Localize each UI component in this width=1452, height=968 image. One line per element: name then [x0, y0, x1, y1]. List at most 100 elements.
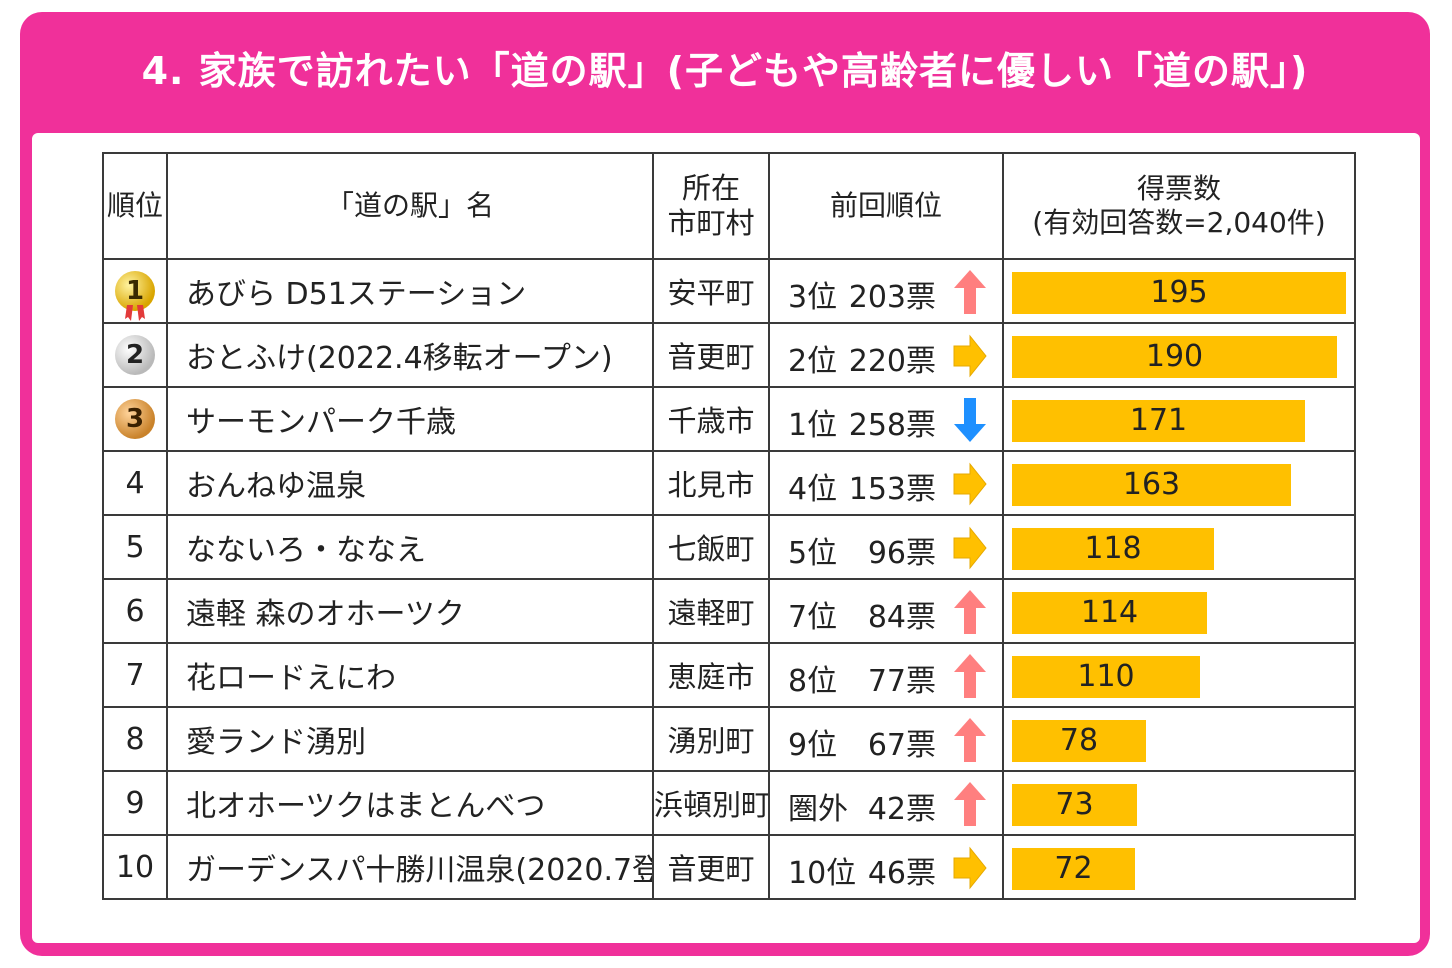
previous-votes: 42票	[867, 792, 936, 827]
header-rank: 順位	[102, 152, 168, 260]
bar-wrap: 118	[1004, 516, 1354, 578]
rank-number: 2	[125, 340, 145, 370]
vote-bar	[1012, 656, 1200, 698]
station-name: 花ロードえにわ	[166, 642, 654, 708]
bar-wrap: 73	[1004, 772, 1354, 834]
previous-rank: 圏外	[788, 792, 848, 827]
table-row: 1 あびら D51ステーション 安平町 3位 203票 195	[102, 258, 1356, 324]
vote-value-label: 171	[1129, 403, 1188, 438]
bar-wrap: 171	[1004, 388, 1354, 450]
previous-rank: 8位	[788, 664, 838, 699]
rank-cell: 8	[102, 706, 168, 772]
header-name: 「道の駅」名	[166, 152, 654, 260]
municipality: 恵庭市	[652, 642, 770, 708]
previous-cell: 5位 96票	[768, 514, 1004, 580]
table-row: 10 ガーデンスパ十勝川温泉(2020.7登録) 音更町 10位 46票 72	[102, 834, 1356, 900]
previous-votes: 258票	[848, 408, 936, 443]
previous-rank: 1位	[788, 408, 838, 443]
header-votes-line1: 得票数	[1136, 172, 1221, 206]
previous-rank: 5位	[788, 536, 838, 571]
previous-cell: 圏外 42票	[768, 770, 1004, 836]
ranking-table: 順位 「道の駅」名 所在 市町村 前回順位 得票数 (有効回答数=2,040件)…	[102, 152, 1356, 900]
rank-cell: 7	[102, 642, 168, 708]
gold-medal-icon: 1	[115, 271, 155, 321]
previous-wrap: 4位 153票	[770, 452, 1002, 514]
previous-rank: 10位	[788, 856, 857, 891]
previous-cell: 8位 77票	[768, 642, 1004, 708]
previous-cell: 9位 67票	[768, 706, 1004, 772]
station-name: あびら D51ステーション	[166, 258, 654, 324]
station-name: 遠軽 森のオホーツク	[166, 578, 654, 644]
municipality: 七飯町	[652, 514, 770, 580]
previous-wrap: 2位 220票	[770, 324, 1002, 386]
vote-bar	[1012, 336, 1337, 378]
previous-cell: 4位 153票	[768, 450, 1004, 516]
vote-value-label: 195	[1150, 275, 1208, 310]
arrow-down-icon	[954, 398, 986, 442]
previous-wrap: 圏外 42票	[770, 772, 1002, 834]
votes-cell: 171	[1002, 386, 1356, 452]
municipality: 千歳市	[652, 386, 770, 452]
previous-wrap: 8位 77票	[770, 644, 1002, 706]
previous-cell: 2位 220票	[768, 322, 1004, 388]
station-name: 愛ランド湧別	[166, 706, 654, 772]
vote-value-label: 190	[1145, 339, 1204, 374]
rank-number: 1	[125, 276, 145, 306]
vote-value-label: 118	[1084, 531, 1142, 566]
arrow-up-icon	[954, 270, 986, 314]
municipality: 湧別町	[652, 706, 770, 772]
previous-rank: 2位	[788, 344, 838, 379]
bar-wrap: 163	[1004, 452, 1354, 514]
station-name: なないろ・ななえ	[166, 514, 654, 580]
vote-value-label: 114	[1080, 595, 1139, 630]
table-row: 8 愛ランド湧別 湧別町 9位 67票 78	[102, 706, 1356, 772]
header-votes: 得票数 (有効回答数=2,040件)	[1002, 152, 1356, 260]
previous-wrap: 5位 96票	[770, 516, 1002, 578]
ribbon-icon	[125, 305, 145, 321]
bar-wrap: 114	[1004, 580, 1354, 642]
votes-cell: 72	[1002, 834, 1356, 900]
votes-cell: 114	[1002, 578, 1356, 644]
rank-cell: 2	[102, 322, 168, 388]
previous-rank: 4位	[788, 472, 838, 507]
table-row: 9 北オホーツクはまとんべつ 浜頓別町 圏外 42票 73	[102, 770, 1356, 836]
previous-votes: 46票	[867, 856, 936, 891]
station-name: おんねゆ温泉	[166, 450, 654, 516]
vote-value-label: 72	[1054, 851, 1093, 886]
rank-number: 3	[125, 404, 145, 434]
table-row: 5 なないろ・ななえ 七飯町 5位 96票 118	[102, 514, 1356, 580]
page-title: 4. 家族で訪れたい「道の駅」(子どもや高齢者に優しい「道の駅」)	[141, 49, 1309, 93]
vote-value-label: 73	[1055, 787, 1094, 822]
header-votes-line2: (有効回答数=2,040件)	[1032, 206, 1326, 239]
previous-votes: 153票	[848, 472, 936, 507]
votes-cell: 73	[1002, 770, 1356, 836]
header-municipality: 所在 市町村	[652, 152, 770, 260]
previous-cell: 10位 46票	[768, 834, 1004, 900]
vote-value-label: 78	[1059, 723, 1099, 758]
arrow-right-icon	[953, 526, 987, 570]
station-name: サーモンパーク千歳	[166, 386, 654, 452]
bar-wrap: 195	[1004, 260, 1354, 322]
vote-bar	[1012, 848, 1135, 890]
bar-wrap: 72	[1004, 836, 1354, 898]
table-row: 7 花ロードえにわ 恵庭市 8位 77票 110	[102, 642, 1356, 708]
bar-wrap: 110	[1004, 644, 1354, 706]
previous-wrap: 1位 258票	[770, 388, 1002, 450]
rank-cell: 10	[102, 834, 168, 900]
vote-bar	[1012, 720, 1146, 762]
rank-cell: 9	[102, 770, 168, 836]
vote-value-label: 163	[1122, 467, 1181, 502]
votes-cell: 195	[1002, 258, 1356, 324]
municipality: 北見市	[652, 450, 770, 516]
silver-medal-icon: 2	[115, 335, 155, 375]
header-municipality-line2: 市町村	[667, 206, 755, 240]
arrow-up-icon	[954, 782, 986, 826]
arrow-up-icon	[954, 590, 986, 634]
table-row: 3 サーモンパーク千歳 千歳市 1位 258票 171	[102, 386, 1356, 452]
previous-votes: 220票	[848, 344, 936, 379]
previous-votes: 96票	[867, 536, 936, 571]
votes-cell: 118	[1002, 514, 1356, 580]
municipality: 音更町	[652, 834, 770, 900]
previous-wrap: 3位 203票	[770, 260, 1002, 322]
vote-bar	[1012, 528, 1214, 570]
